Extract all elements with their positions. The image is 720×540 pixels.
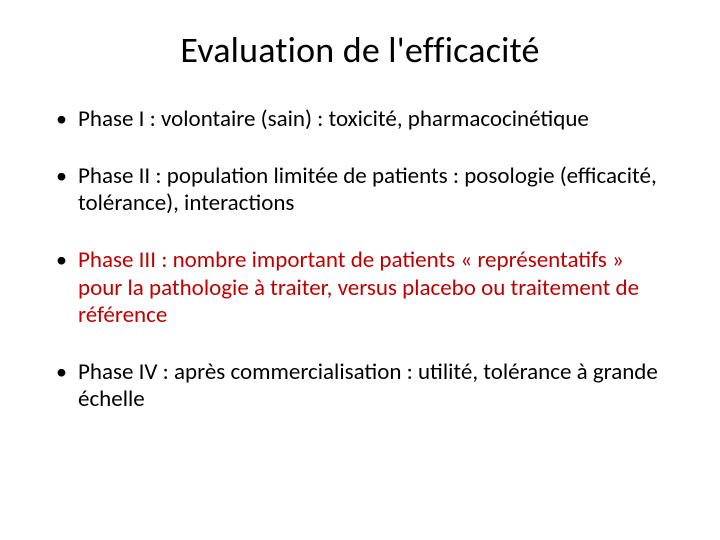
phase-label: Phase IV: [78, 358, 157, 386]
phase-text: : population limitée de patients : posol…: [78, 162, 657, 217]
slide: Evaluation de l'efficacité Phase I : vol…: [0, 0, 720, 540]
phase-text: : après commercialisation : utilité, tol…: [78, 358, 658, 413]
slide-title: Evaluation de l'efficacité: [48, 28, 672, 72]
list-item: Phase I : volontaire (sain) : toxicité, …: [48, 106, 672, 133]
bullet-list: Phase I : volontaire (sain) : toxicité, …: [48, 106, 672, 413]
list-item: Phase IV : après commercialisation : uti…: [48, 359, 672, 413]
list-item: Phase II : population limitée de patient…: [48, 163, 672, 217]
phase-label: Phase III: [78, 246, 161, 274]
phase-text: : volontaire (sain) : toxicité, pharmaco…: [150, 105, 589, 133]
list-item: Phase III : nombre important de patients…: [48, 247, 672, 328]
phase-label: Phase I: [78, 105, 150, 133]
phase-text: : nombre important de patients « représe…: [78, 246, 639, 328]
phase-label: Phase II: [78, 162, 155, 190]
